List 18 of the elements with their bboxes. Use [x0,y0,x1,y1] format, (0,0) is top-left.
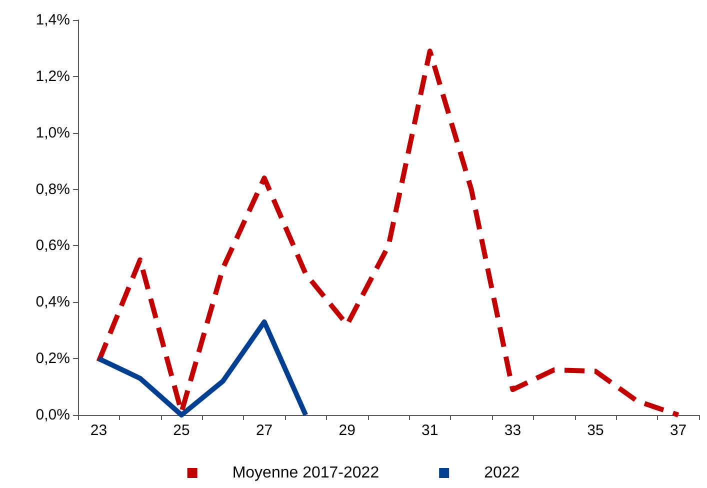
x-tick-label: 23 [90,422,108,439]
x-tick-label: 37 [670,422,687,439]
y-tick-label: 1,0% [36,124,70,142]
y-tick-label: 0,6% [36,237,70,254]
x-tick-label: 33 [504,422,522,439]
y-tick-label: 1,4% [36,12,70,28]
x-tick-label: 29 [338,422,356,439]
y-tick-label: 0,0% [36,406,70,424]
x-tick-label: 27 [256,422,273,439]
x-tick-label: 31 [422,422,438,439]
x-tick-label: 25 [173,422,190,439]
legend-label: 2022 [484,464,520,482]
y-tick-label: 1,2% [36,68,70,85]
y-tick-label: 0,2% [36,350,70,368]
legend-label: Moyenne 2017-2022 [232,464,380,482]
y-tick-label: 0,8% [36,180,70,198]
x-tick-label: 35 [587,422,604,439]
y-tick-label: 0,4% [36,294,70,311]
